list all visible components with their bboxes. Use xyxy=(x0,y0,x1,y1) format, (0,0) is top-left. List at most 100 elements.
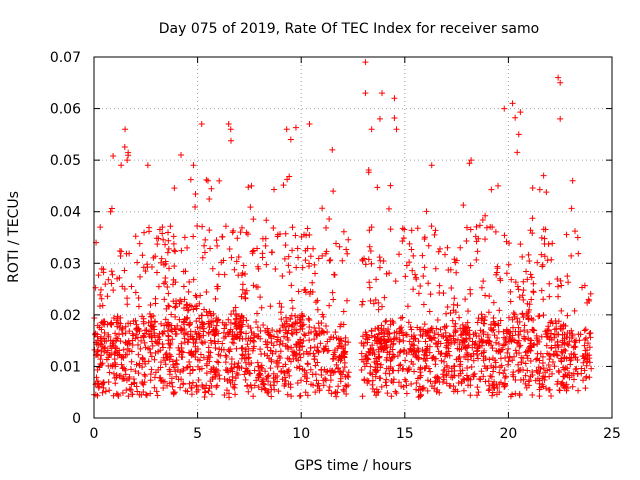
data-point xyxy=(162,316,169,323)
data-point xyxy=(178,247,185,254)
data-point xyxy=(200,354,207,361)
data-point xyxy=(535,313,542,320)
data-point xyxy=(111,356,118,363)
data-point xyxy=(212,295,219,302)
data-point xyxy=(395,367,402,374)
data-point xyxy=(186,359,193,366)
data-point xyxy=(215,271,222,278)
data-point xyxy=(292,319,299,326)
data-point xyxy=(369,385,376,392)
data-point xyxy=(201,306,208,313)
data-point xyxy=(424,387,431,394)
data-point xyxy=(259,365,266,372)
data-point xyxy=(284,334,291,341)
data-point xyxy=(362,59,369,66)
data-point xyxy=(193,383,200,390)
data-point xyxy=(329,146,336,153)
data-point xyxy=(187,350,194,357)
data-point xyxy=(409,267,416,274)
y-tick-label: 0 xyxy=(72,411,81,427)
data-point xyxy=(209,374,216,381)
data-point xyxy=(566,338,573,345)
data-point xyxy=(275,359,282,366)
data-point xyxy=(383,317,390,324)
data-point xyxy=(444,244,451,251)
data-point xyxy=(254,263,261,270)
data-point xyxy=(322,343,329,350)
data-point xyxy=(559,379,566,386)
data-point xyxy=(97,286,104,293)
data-point xyxy=(181,335,188,342)
data-point xyxy=(474,319,481,326)
data-point xyxy=(401,226,408,233)
data-point xyxy=(491,320,498,327)
data-point xyxy=(512,376,519,383)
data-point xyxy=(116,331,123,338)
data-point xyxy=(557,115,564,122)
data-point xyxy=(453,269,460,276)
data-point xyxy=(94,322,101,329)
data-point xyxy=(165,340,172,347)
data-point xyxy=(311,324,318,331)
data-point xyxy=(563,231,570,238)
data-point xyxy=(192,204,199,211)
data-point xyxy=(368,328,375,335)
data-point xyxy=(530,289,537,296)
data-point xyxy=(119,364,126,371)
data-point xyxy=(524,276,531,283)
data-point xyxy=(108,280,115,287)
data-point xyxy=(524,300,531,307)
data-point xyxy=(248,182,255,189)
data-point xyxy=(423,330,430,337)
data-point xyxy=(221,392,228,399)
data-point xyxy=(377,337,384,344)
data-point xyxy=(237,229,244,236)
data-point xyxy=(372,355,379,362)
data-point xyxy=(340,228,347,235)
data-point xyxy=(372,296,379,303)
data-point xyxy=(366,227,373,234)
data-point xyxy=(412,335,419,342)
data-point xyxy=(432,265,439,272)
data-point xyxy=(417,392,424,399)
data-point xyxy=(228,254,235,261)
data-point xyxy=(271,333,278,340)
data-point xyxy=(101,329,108,336)
data-point xyxy=(399,238,406,245)
data-point xyxy=(565,279,572,286)
data-point xyxy=(284,176,291,183)
data-point xyxy=(229,339,236,346)
data-point xyxy=(293,341,300,348)
data-point xyxy=(570,376,577,383)
data-point xyxy=(281,255,288,262)
data-point xyxy=(453,356,460,363)
data-point xyxy=(187,176,194,183)
data-point xyxy=(162,241,169,248)
data-point xyxy=(292,124,299,131)
data-point xyxy=(444,304,451,311)
data-point xyxy=(298,377,305,384)
data-point xyxy=(464,356,471,363)
data-point xyxy=(372,333,379,340)
data-point xyxy=(98,347,105,354)
data-point xyxy=(135,294,142,301)
data-point xyxy=(414,225,421,232)
data-point xyxy=(207,245,214,252)
data-point xyxy=(163,350,170,357)
data-point xyxy=(166,380,173,387)
data-point xyxy=(172,368,179,375)
data-point xyxy=(362,261,369,268)
data-point xyxy=(101,345,108,352)
data-point xyxy=(540,172,547,179)
data-point xyxy=(105,354,112,361)
data-point xyxy=(520,314,527,321)
data-point xyxy=(238,323,245,330)
data-point xyxy=(302,247,309,254)
data-point xyxy=(516,294,523,301)
data-point xyxy=(152,338,159,345)
axis-ticks xyxy=(93,56,613,419)
data-point xyxy=(480,278,487,285)
data-point xyxy=(403,262,410,269)
y-tick-label: 0.05 xyxy=(50,153,81,169)
data-point xyxy=(521,327,528,334)
